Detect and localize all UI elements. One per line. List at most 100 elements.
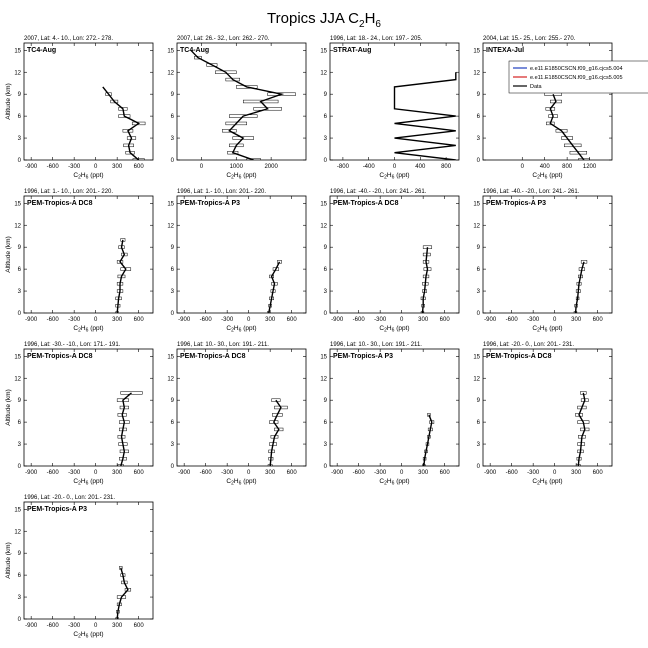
x-tick-label: 600 xyxy=(134,164,145,170)
x-tick-label: -900 xyxy=(331,317,344,323)
data-layer xyxy=(575,391,590,466)
x-tick-label: -300 xyxy=(374,470,387,476)
x-tick-label: 600 xyxy=(593,317,604,323)
x-tick-label: -400 xyxy=(363,164,376,170)
y-tick-label: 9 xyxy=(477,92,481,98)
data-layer xyxy=(190,49,296,160)
data-line xyxy=(577,392,586,466)
label-part: 6 xyxy=(239,481,242,487)
error-box xyxy=(225,121,247,126)
chart-panel: 2007, Lat: 26.- 32., Lon: 262.- 270. TC4-… xyxy=(167,36,307,181)
x-tick-label: -900 xyxy=(25,164,38,170)
x-tick-label: -300 xyxy=(68,317,81,323)
campaign-label: PEM-Tropics-A DC8 xyxy=(333,200,399,207)
y-tick-label: 0 xyxy=(171,311,175,317)
y-tick-label: 15 xyxy=(473,201,480,207)
x-tick-label: 300 xyxy=(265,470,276,476)
x-tick-label: 400 xyxy=(540,164,551,170)
x-axis-label: C2H6 (ppt) xyxy=(532,172,562,181)
data-line xyxy=(574,261,585,313)
error-box xyxy=(271,398,281,402)
error-box xyxy=(206,63,218,67)
page-title: Tropics JJA C2H6 xyxy=(0,10,648,30)
label-part: C xyxy=(379,172,384,179)
x-tick-label: 600 xyxy=(134,317,145,323)
x-axis-label: C2H6 (ppt) xyxy=(379,172,409,181)
x-tick-label: -600 xyxy=(47,470,60,476)
panel-header: 1996, Lat: 1.- 10., Lon: 201.- 220. xyxy=(177,189,266,195)
x-tick-label: -900 xyxy=(331,470,344,476)
x-tick-label: -900 xyxy=(484,317,497,323)
label-part: C xyxy=(532,172,537,179)
x-axis-label: C2H6 (ppt) xyxy=(379,325,409,334)
label-part: 2 xyxy=(231,175,234,181)
x-tick-label: 0 xyxy=(94,623,98,629)
label-part: C xyxy=(379,325,384,332)
campaign-label: PEM-Tropics-A DC8 xyxy=(180,353,246,360)
x-tick-label: -300 xyxy=(221,317,234,323)
data-layer xyxy=(573,260,588,313)
error-box xyxy=(564,143,582,148)
campaign-label: TC4-Aug xyxy=(180,47,209,54)
label-part: C xyxy=(226,325,231,332)
label-part: 2 xyxy=(384,481,387,487)
x-tick-label: 300 xyxy=(571,317,582,323)
y-tick-label: 12 xyxy=(14,223,21,229)
plot-frame xyxy=(329,348,460,467)
x-axis-label: C2H6 (ppt) xyxy=(73,478,103,487)
x-tick-label: 300 xyxy=(112,164,123,170)
x-tick-label: 300 xyxy=(112,317,123,323)
data-line xyxy=(423,414,433,466)
data-layer xyxy=(102,86,146,160)
y-tick-label: 9 xyxy=(171,245,175,251)
y-tick-label: 9 xyxy=(18,245,22,251)
label-part: (ppt) xyxy=(88,478,103,485)
error-box xyxy=(132,158,145,160)
label-part: 2 xyxy=(231,328,234,334)
label-part: H xyxy=(81,172,86,179)
plot-frame xyxy=(176,42,307,161)
label-part: 6 xyxy=(86,175,89,181)
y-tick-label: 12 xyxy=(167,70,174,76)
label-part: C xyxy=(73,325,78,332)
plot-frame xyxy=(23,348,154,467)
plot-frame xyxy=(23,195,154,314)
error-box xyxy=(578,158,590,160)
x-tick-label: -900 xyxy=(178,470,191,476)
label-part: 2 xyxy=(78,634,81,640)
x-axis-label: C2H6 (ppt) xyxy=(73,172,103,181)
y-tick-label: 12 xyxy=(167,223,174,229)
y-tick-label: 12 xyxy=(14,376,21,382)
y-tick-label: 12 xyxy=(473,223,480,229)
x-tick-label: -300 xyxy=(527,317,540,323)
x-tick-label: 400 xyxy=(415,164,426,170)
x-axis-label: C2H6 (ppt) xyxy=(226,172,256,181)
y-tick-label: 3 xyxy=(477,136,481,142)
error-box xyxy=(232,136,254,140)
title-sub-2: 2 xyxy=(359,19,365,30)
y-tick-label: 12 xyxy=(320,376,327,382)
panel-header: 2007, Lat: 26.- 32., Lon: 262.- 270. xyxy=(177,36,270,42)
y-tick-label: 6 xyxy=(324,114,328,120)
x-tick-label: 0 xyxy=(94,164,98,170)
error-box xyxy=(246,158,261,160)
x-tick-label: 300 xyxy=(418,317,429,323)
y-tick-label: 3 xyxy=(171,442,175,448)
y-tick-label: 3 xyxy=(171,136,175,142)
data-layer xyxy=(393,72,457,160)
y-tick-label: 12 xyxy=(473,70,480,76)
panel-header: 1996, Lat: 1.- 10., Lon: 201.- 220. xyxy=(24,189,113,195)
y-tick-label: 3 xyxy=(171,289,175,295)
label-part: C xyxy=(73,172,78,179)
y-tick-label: 6 xyxy=(171,114,175,120)
y-tick-label: 3 xyxy=(324,289,328,295)
data-line xyxy=(190,49,285,160)
label-part: 6 xyxy=(86,481,89,487)
label-part: 6 xyxy=(392,481,395,487)
y-tick-label: 9 xyxy=(18,92,22,98)
y-tick-label: 0 xyxy=(171,158,175,164)
y-tick-label: 0 xyxy=(477,158,481,164)
label-part: 2 xyxy=(231,481,234,487)
y-tick-label: 6 xyxy=(18,420,22,426)
panel-header: 1996, Lat: -20.- 0., Lon: 201.- 231. xyxy=(24,495,115,501)
